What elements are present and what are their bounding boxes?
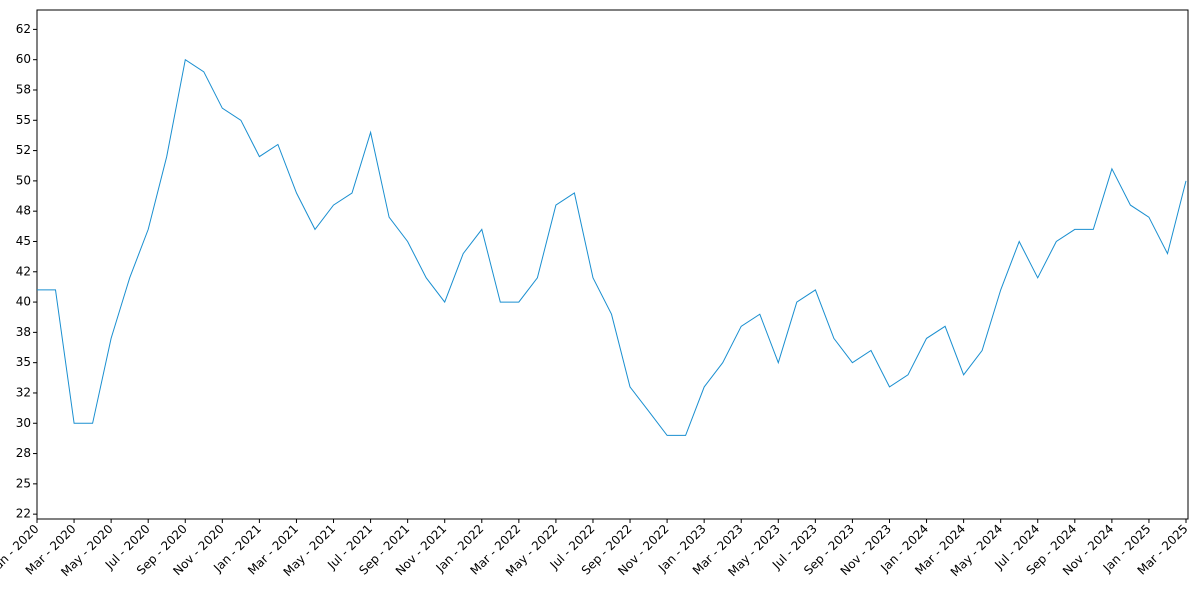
y-tick-label: 32	[16, 385, 31, 399]
y-tick-label: 38	[16, 325, 31, 339]
y-tick-label: 50	[16, 173, 31, 187]
y-tick-label: 62	[16, 22, 31, 36]
plot-frame	[36, 9, 1189, 520]
y-tick-label: 52	[16, 143, 31, 157]
y-tick-label: 55	[16, 113, 31, 127]
y-tick-label: 60	[16, 52, 31, 66]
y-tick-label: 28	[16, 446, 31, 460]
y-tick-label: 22	[16, 507, 31, 521]
y-tick-label: 48	[16, 204, 31, 218]
y-tick-label: 58	[16, 82, 31, 96]
y-tick-label: 40	[16, 295, 31, 309]
y-tick-label: 30	[16, 416, 31, 430]
y-tick-label: 35	[16, 355, 31, 369]
y-tick-label: 42	[16, 264, 31, 278]
y-tick-label: 45	[16, 234, 31, 248]
y-tick-label: 25	[16, 476, 31, 490]
price-line	[37, 58, 1187, 436]
